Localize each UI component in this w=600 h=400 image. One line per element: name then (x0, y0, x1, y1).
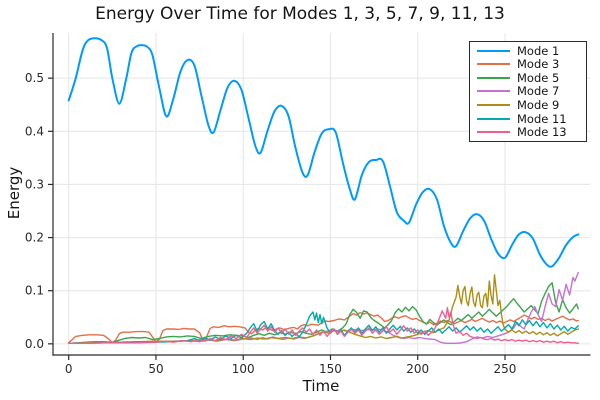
legend-swatch (477, 49, 510, 52)
chart-title: Energy Over Time for Modes 1, 3, 5, 7, 9… (95, 4, 505, 24)
legend-swatch (477, 63, 510, 66)
legend-swatch (477, 117, 510, 120)
x-tick-label: 0 (65, 362, 73, 376)
series-line-mode-11 (68, 311, 579, 344)
legend-item: Mode 3 (470, 58, 586, 70)
x-tick-label: 250 (494, 362, 517, 376)
x-axis-label: Time (302, 377, 340, 395)
legend-label: Mode 13 (517, 125, 567, 140)
legend-label: Mode 5 (517, 70, 560, 85)
legend-label: Mode 1 (517, 43, 560, 58)
series-line-mode-7 (68, 271, 579, 344)
y-axis-label: Energy (5, 166, 23, 220)
legend: Mode 1 Mode 3 Mode 5 Mode 7 Mode 9 Mode … (469, 41, 587, 142)
series-line-mode-1 (67, 37, 580, 268)
y-tick-label: 0.0 (25, 337, 44, 351)
x-tick-label: 100 (232, 362, 255, 376)
y-tick-label: 0.4 (25, 124, 44, 138)
legend-swatch (477, 104, 510, 107)
legend-item: Mode 1 (470, 45, 586, 57)
x-tick-label: 50 (148, 362, 163, 376)
x-tick-label: 200 (406, 362, 429, 376)
legend-label: Mode 11 (517, 111, 567, 126)
legend-swatch (477, 90, 510, 93)
legend-item: Mode 9 (470, 99, 586, 111)
legend-item: Mode 11 (470, 113, 586, 125)
legend-label: Mode 9 (517, 98, 560, 113)
y-tick-label: 0.3 (25, 177, 44, 191)
legend-item: Mode 5 (470, 72, 586, 84)
legend-item: Mode 7 (470, 85, 586, 97)
legend-swatch (477, 131, 510, 134)
legend-label: Mode 3 (517, 57, 560, 72)
series-line-mode-13 (68, 307, 579, 344)
y-tick-label: 0.5 (25, 71, 44, 85)
series-line-mode-3 (68, 311, 579, 344)
x-tick-label: 150 (319, 362, 342, 376)
legend-swatch (477, 76, 510, 79)
y-tick-label: 0.2 (25, 231, 44, 245)
series-line-mode-9 (68, 274, 579, 344)
y-tick-label: 0.1 (25, 284, 44, 298)
legend-item: Mode 13 (470, 126, 586, 138)
legend-label: Mode 7 (517, 84, 560, 99)
